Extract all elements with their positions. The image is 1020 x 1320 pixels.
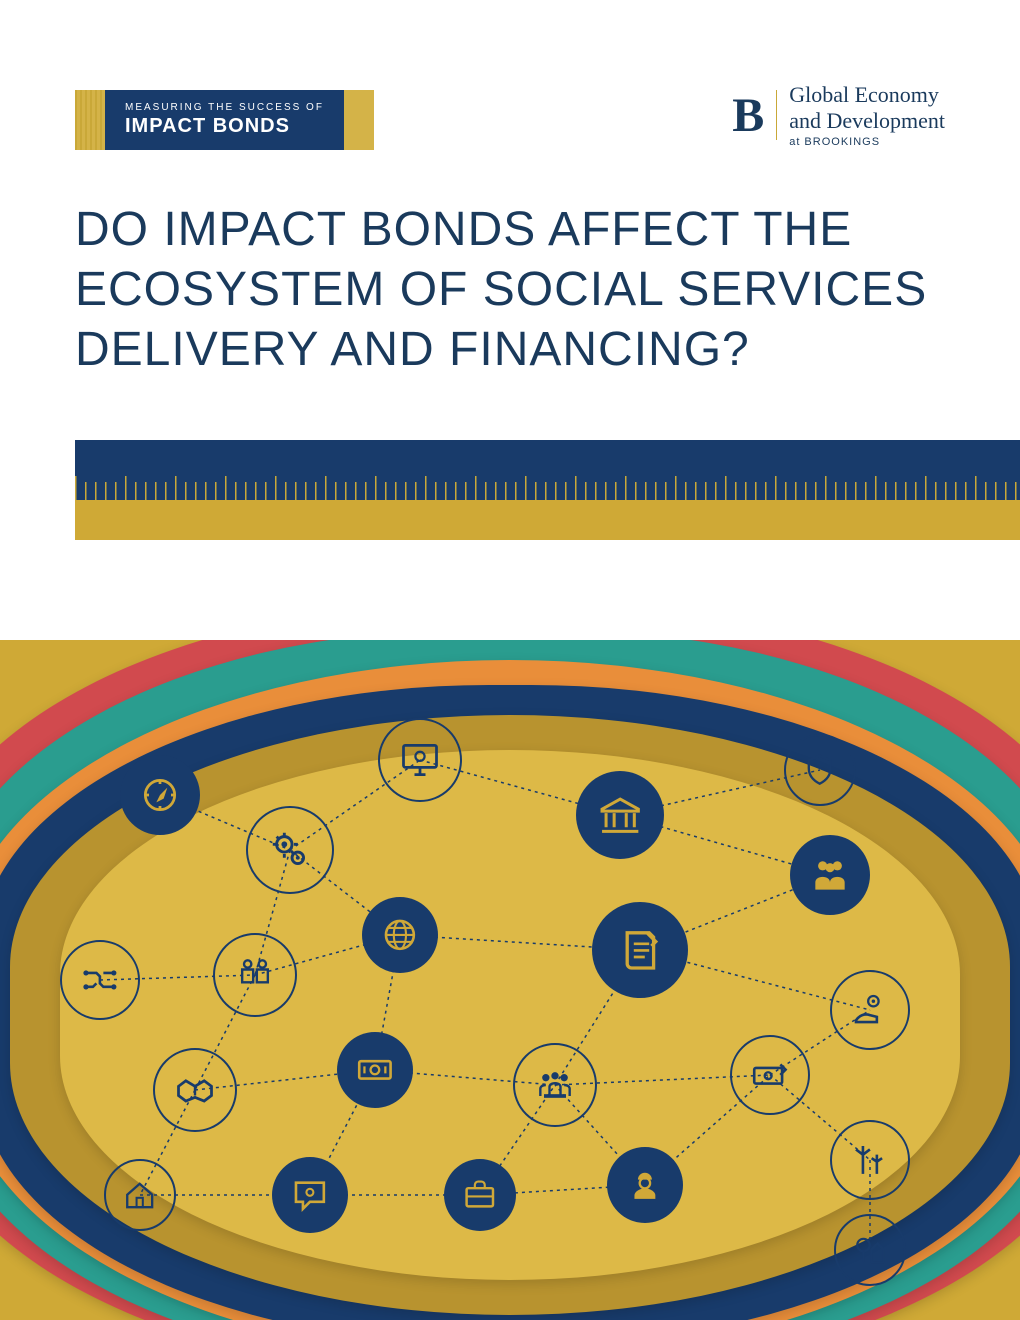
node-worker <box>607 1147 683 1223</box>
house-icon <box>121 1176 158 1213</box>
node-shield <box>784 734 856 806</box>
badge-ticks <box>75 90 105 150</box>
case-icon <box>460 1175 500 1215</box>
scroll-icon <box>614 924 667 977</box>
badge-body: MEASURING THE SUCCESS OF IMPACT BONDS <box>105 90 344 150</box>
logo-letter: B <box>732 88 764 143</box>
node-tree <box>834 1214 906 1286</box>
node-circuit <box>60 940 140 1020</box>
node-briefcases <box>213 933 297 1017</box>
bank-icon <box>596 791 644 839</box>
node-meeting <box>513 1043 597 1127</box>
node-house <box>104 1159 176 1231</box>
page-title: DO IMPACT BONDS AFFECT THE ECOSYSTEM OF … <box>0 150 1020 440</box>
node-people <box>790 835 870 915</box>
node-scroll <box>592 902 688 998</box>
wind-icon <box>849 1139 891 1181</box>
node-handshake <box>153 1048 237 1132</box>
node-hand <box>830 970 910 1050</box>
node-compass <box>120 755 200 835</box>
hand-icon <box>849 989 891 1031</box>
ruler-ticks <box>75 482 1020 500</box>
node-gears <box>246 806 334 894</box>
logo-text: Global Economy and Development at BROOKI… <box>789 82 945 148</box>
badge: MEASURING THE SUCCESS OF IMPACT BONDS <box>75 90 374 150</box>
badge-title: IMPACT BONDS <box>125 115 324 138</box>
meeting-icon <box>533 1063 577 1107</box>
compass-icon <box>138 773 182 817</box>
logo: B Global Economy and Development at BROO… <box>732 82 945 148</box>
badge-end <box>344 90 374 150</box>
handshake-icon <box>173 1068 217 1112</box>
briefcases-icon <box>233 953 277 997</box>
tree-icon <box>851 1231 888 1268</box>
logo-line1: Global Economy <box>789 82 945 108</box>
node-bank <box>576 771 664 859</box>
chat-icon <box>289 1174 331 1216</box>
network-graphic <box>0 640 1020 1320</box>
badge-subtitle: MEASURING THE SUCCESS OF <box>125 102 324 113</box>
globe-icon <box>379 914 421 956</box>
worker-icon <box>624 1164 666 1206</box>
people-icon <box>808 853 852 897</box>
logo-line2: and Development <box>789 108 945 134</box>
yellow-band <box>75 500 1020 540</box>
node-globe <box>362 897 438 973</box>
cash-icon <box>749 1054 791 1096</box>
gears-icon <box>267 827 313 873</box>
node-monitor <box>378 718 462 802</box>
monitor-icon <box>398 738 442 782</box>
logo-divider <box>776 90 777 140</box>
node-chat <box>272 1157 348 1233</box>
logo-line3: at BROOKINGS <box>789 136 945 148</box>
money-icon <box>354 1049 396 1091</box>
shield-icon <box>801 751 838 788</box>
header: MEASURING THE SUCCESS OF IMPACT BONDS B … <box>0 0 1020 150</box>
node-money <box>337 1032 413 1108</box>
node-wind <box>830 1120 910 1200</box>
node-cash <box>730 1035 810 1115</box>
node-case <box>444 1159 516 1231</box>
circuit-icon <box>79 959 121 1001</box>
ruler-block <box>75 440 1020 500</box>
